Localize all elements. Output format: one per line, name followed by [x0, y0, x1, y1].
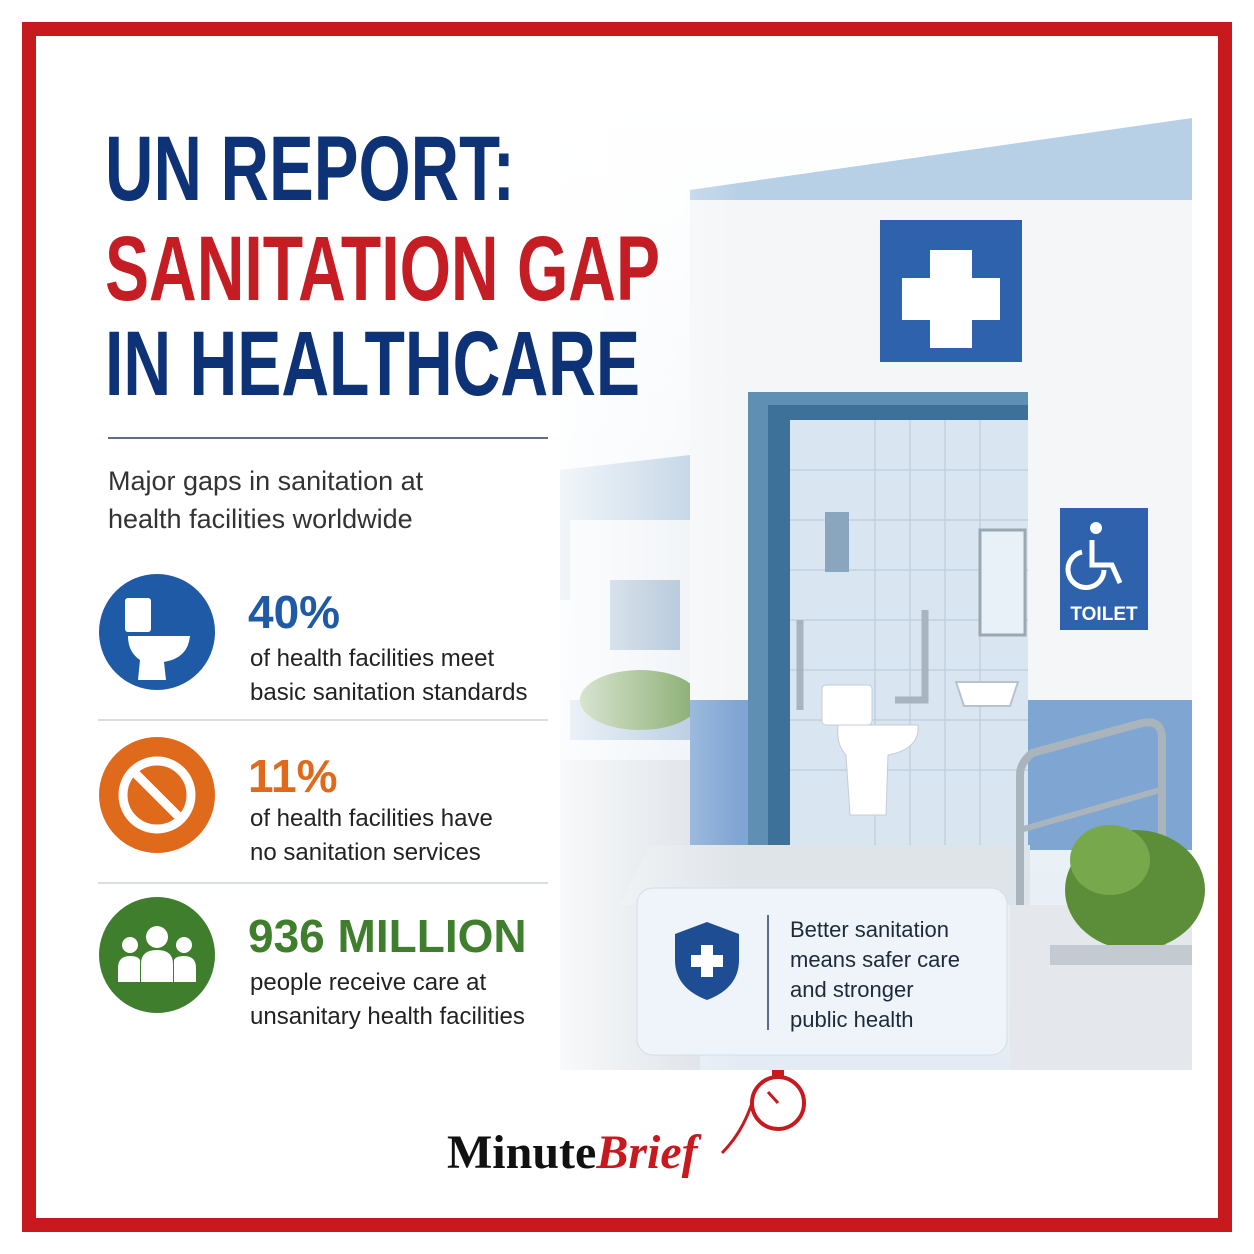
toilet-bowl	[837, 724, 919, 816]
callout-text: public health	[790, 1007, 914, 1032]
mirror	[978, 528, 1027, 637]
stat-description: of health facilities meet	[250, 645, 494, 672]
planter	[1050, 945, 1192, 965]
shield-cross	[691, 945, 723, 977]
stat-value: 11%	[248, 750, 338, 802]
sign-head	[1090, 522, 1102, 534]
bush-light	[1070, 825, 1150, 895]
frame	[22, 22, 1232, 1232]
stat-description: no sanitation services	[250, 839, 481, 866]
railing	[1016, 718, 1166, 959]
stat-description: people receive care at	[250, 969, 486, 996]
brand: MinuteBrief	[447, 1126, 702, 1179]
people-icon	[118, 926, 196, 982]
sink	[954, 681, 1020, 707]
stat-description: of health facilities have	[250, 805, 493, 832]
toilet-tank	[821, 684, 873, 726]
callout-box	[636, 887, 1008, 1056]
sign-wheelchair	[1065, 540, 1123, 591]
toilet-icon	[125, 598, 190, 680]
subtitle: Major gaps in sanitation at	[108, 466, 424, 496]
callout-text: and stronger	[790, 977, 914, 1002]
brand-second: Brief	[595, 1126, 701, 1179]
subtitle: health facilities worldwide	[108, 504, 413, 534]
grab-bars	[796, 610, 929, 710]
cross	[902, 250, 1000, 348]
stat-value: 936 MILLION	[248, 910, 527, 962]
title-line: SANITATION GAP	[105, 218, 660, 320]
stat-description: basic sanitation standards	[250, 679, 528, 706]
stat-value: 40%	[248, 586, 340, 638]
stat-description: unsanitary health facilities	[250, 1003, 525, 1030]
vent	[825, 512, 849, 572]
title-line: UN REPORT:	[105, 118, 515, 220]
sign-text: TOILET	[1070, 604, 1138, 625]
toilet-sign	[1060, 508, 1148, 630]
railing-mid	[1019, 787, 1161, 833]
callout-text: Better sanitation	[790, 917, 949, 942]
brand-first: Minute	[447, 1126, 596, 1179]
title-line: IN HEALTHCARE	[105, 313, 640, 415]
illustration: TOILET	[520, 110, 1205, 1070]
brand-clock	[720, 1070, 806, 1155]
prohibited-icon	[118, 756, 196, 834]
callout-text: means safer care	[790, 947, 960, 972]
